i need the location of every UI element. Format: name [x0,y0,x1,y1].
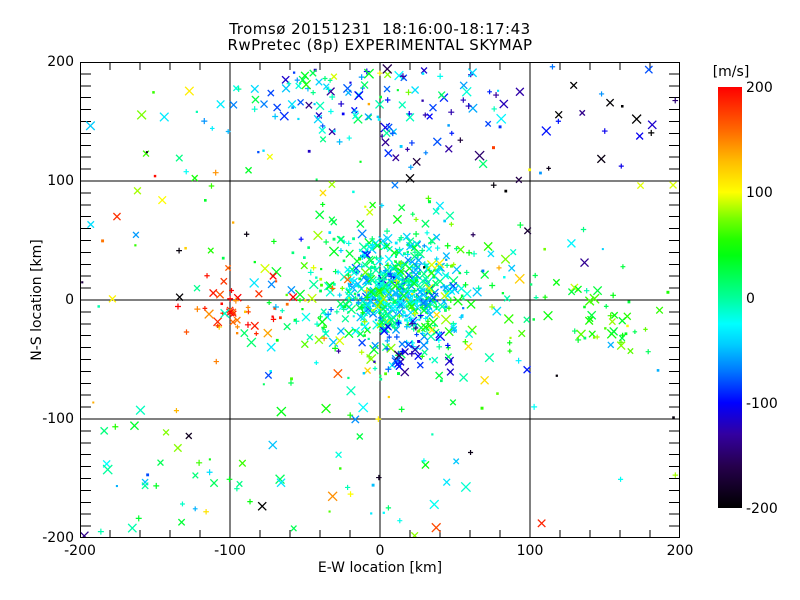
x-tick-label: 100 [516,543,544,559]
minor-ticks [80,62,680,538]
plot-title-line1: Tromsø 20151231 18:16:00-18:17:43 [229,20,531,38]
x-axis-title: E-W location [km] [317,560,443,576]
y-tick-label: 100 [47,173,74,189]
colorbar-tick-label: -100 [746,395,778,412]
x-tick-label: 0 [375,543,385,559]
plot-frame [80,62,680,538]
y-tick-label: 0 [65,292,74,308]
colorbar-unit-label: [m/s] [712,64,750,80]
colorbar-tick-label: 0 [746,290,755,307]
x-tick-label: 200 [666,543,694,559]
colorbar-gradient [718,87,742,508]
scatter-points [80,64,679,538]
x-tick-label: -100 [214,543,246,559]
scatter-plot [80,62,680,538]
y-tick-label: -200 [42,530,74,546]
colorbar-tick-label: -200 [746,501,778,517]
x-tick-label: -200 [64,543,96,559]
y-tick-label: 200 [47,54,74,70]
y-tick-label: -100 [42,411,74,427]
plot-title-line2: RwPretec (8p) EXPERIMENTAL SKYMAP [227,36,533,54]
colorbar-tick-label: 200 [746,80,773,96]
colorbar-tick-label: 100 [746,185,773,202]
